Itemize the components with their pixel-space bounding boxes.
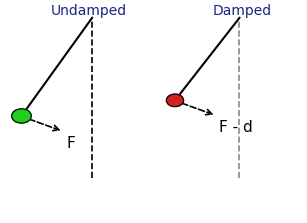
Text: Damped: Damped [213, 4, 272, 19]
Text: F - d: F - d [219, 120, 253, 135]
Circle shape [166, 94, 184, 107]
Text: F: F [66, 136, 75, 151]
Text: Undamped: Undamped [51, 4, 127, 19]
Circle shape [12, 109, 31, 123]
